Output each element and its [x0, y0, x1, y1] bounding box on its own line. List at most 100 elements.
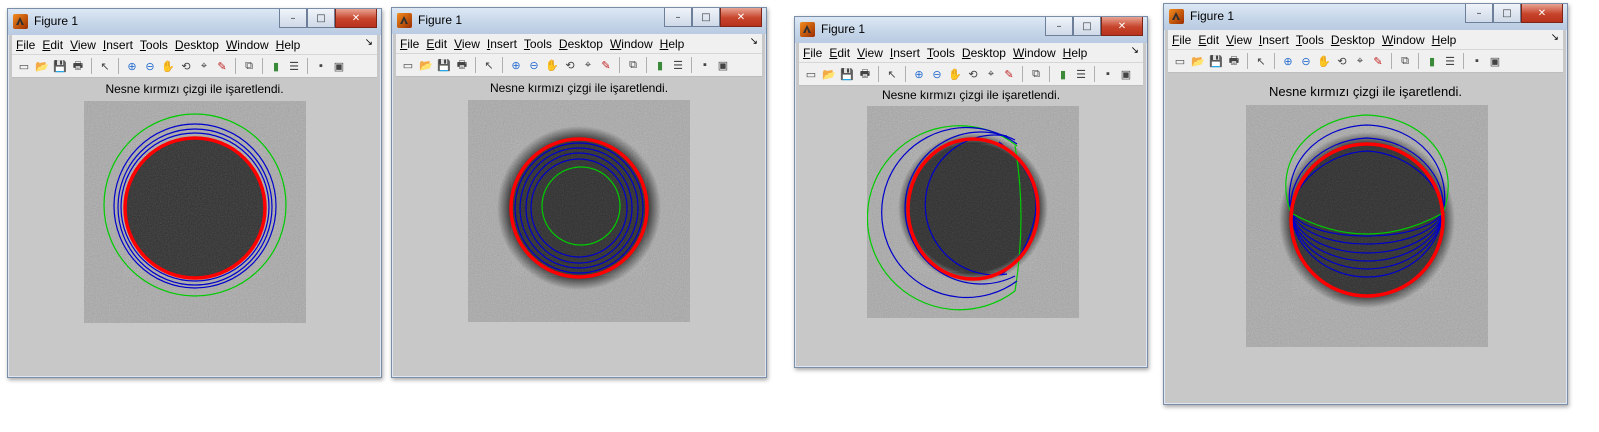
rotate-3d-icon[interactable]: ⟲ — [565, 59, 575, 72]
rotate-3d-icon[interactable]: ⟲ — [1337, 55, 1347, 68]
save-icon[interactable]: 💾 — [437, 59, 451, 72]
pan-hand-icon[interactable]: ✋ — [161, 60, 175, 73]
hide-plot-tools-icon[interactable]: ▪ — [703, 59, 707, 71]
zoom-out-icon[interactable]: ⊖ — [529, 59, 539, 72]
menu-edit[interactable]: Edit — [1198, 32, 1220, 47]
legend-icon[interactable]: ☰ — [1076, 68, 1086, 81]
menu-tools[interactable]: Tools — [523, 36, 552, 51]
minimize-button[interactable]: – — [664, 8, 692, 27]
menu-tools[interactable]: Tools — [139, 37, 168, 52]
maximize-button[interactable]: □ — [1493, 4, 1521, 23]
minimize-button[interactable]: – — [1045, 17, 1073, 36]
zoom-out-icon[interactable]: ⊖ — [145, 60, 155, 73]
link-plot-icon[interactable]: ⧉ — [245, 59, 253, 72]
hide-plot-tools-icon[interactable]: ▪ — [1106, 68, 1110, 80]
show-plot-tools-icon[interactable]: ▣ — [717, 59, 729, 72]
menu-insert[interactable]: Insert — [102, 37, 133, 52]
open-file-icon[interactable]: 📂 — [1191, 55, 1205, 68]
menu-view[interactable]: View — [1226, 32, 1252, 47]
data-cursor-icon[interactable]: ⌖ — [200, 59, 208, 72]
data-cursor-icon[interactable]: ⌖ — [987, 67, 995, 80]
menu-window[interactable]: Window — [1012, 45, 1056, 60]
open-file-icon[interactable]: 📂 — [822, 68, 836, 81]
data-cursor-icon[interactable]: ⌖ — [584, 58, 592, 71]
print-icon[interactable]: 🖶 — [72, 59, 84, 72]
close-button[interactable]: ✕ — [1521, 4, 1563, 23]
link-plot-icon[interactable]: ⧉ — [1401, 54, 1409, 67]
zoom-in-icon[interactable]: ⊕ — [511, 59, 521, 72]
select-arrow-icon[interactable]: ↖ — [484, 59, 494, 72]
colorbar-icon[interactable]: ▮ — [1428, 55, 1436, 68]
hide-plot-tools-icon[interactable]: ▪ — [319, 60, 323, 72]
rotate-3d-icon[interactable]: ⟲ — [181, 60, 191, 73]
select-arrow-icon[interactable]: ↖ — [887, 68, 897, 81]
brush-icon[interactable]: ✎ — [1004, 68, 1014, 81]
brush-icon[interactable]: ✎ — [217, 60, 227, 73]
zoom-in-icon[interactable]: ⊕ — [1283, 55, 1293, 68]
print-icon[interactable]: 🖶 — [456, 58, 468, 71]
zoom-out-icon[interactable]: ⊖ — [932, 68, 942, 81]
legend-icon[interactable]: ☰ — [289, 60, 299, 73]
maximize-button[interactable]: □ — [1073, 17, 1101, 36]
menu-file[interactable]: File — [16, 37, 36, 52]
menu-window[interactable]: Window — [609, 36, 653, 51]
menu-help[interactable]: Help — [275, 37, 301, 52]
print-icon[interactable]: 🖶 — [859, 67, 871, 80]
select-arrow-icon[interactable]: ↖ — [1256, 55, 1266, 68]
show-plot-tools-icon[interactable]: ▣ — [1120, 68, 1132, 81]
menu-insert[interactable]: Insert — [1258, 32, 1289, 47]
save-icon[interactable]: 💾 — [53, 60, 67, 73]
brush-icon[interactable]: ✎ — [1373, 55, 1383, 68]
data-cursor-icon[interactable]: ⌖ — [1356, 54, 1364, 67]
dock-arrow-icon[interactable]: ↘ — [749, 36, 758, 47]
pan-hand-icon[interactable]: ✋ — [545, 59, 559, 72]
legend-icon[interactable]: ☰ — [1445, 55, 1455, 68]
menu-help[interactable]: Help — [1062, 45, 1088, 60]
dock-arrow-icon[interactable]: ↘ — [1130, 45, 1139, 56]
menu-view[interactable]: View — [70, 37, 96, 52]
menu-desktop[interactable]: Desktop — [174, 37, 219, 52]
menu-insert[interactable]: Insert — [889, 45, 920, 60]
menu-edit[interactable]: Edit — [426, 36, 448, 51]
title-bar[interactable]: Figure 1 – □ ✕ — [392, 8, 766, 34]
minimize-button[interactable]: – — [1465, 4, 1493, 23]
zoom-in-icon[interactable]: ⊕ — [127, 60, 137, 73]
title-bar[interactable]: Figure 1 – □ ✕ — [1164, 4, 1567, 30]
zoom-in-icon[interactable]: ⊕ — [914, 68, 924, 81]
menu-edit[interactable]: Edit — [42, 37, 64, 52]
dock-arrow-icon[interactable]: ↘ — [364, 37, 373, 48]
colorbar-icon[interactable]: ▮ — [1059, 68, 1067, 81]
menu-help[interactable]: Help — [659, 36, 685, 51]
menu-view[interactable]: View — [454, 36, 480, 51]
menu-file[interactable]: File — [1172, 32, 1192, 47]
show-plot-tools-icon[interactable]: ▣ — [1489, 55, 1501, 68]
close-button[interactable]: ✕ — [720, 8, 762, 27]
link-plot-icon[interactable]: ⧉ — [629, 58, 637, 71]
menu-window[interactable]: Window — [1381, 32, 1425, 47]
menu-desktop[interactable]: Desktop — [558, 36, 603, 51]
save-icon[interactable]: 💾 — [840, 68, 854, 81]
colorbar-icon[interactable]: ▮ — [272, 60, 280, 73]
brush-icon[interactable]: ✎ — [601, 59, 611, 72]
menu-file[interactable]: File — [803, 45, 823, 60]
menu-window[interactable]: Window — [225, 37, 269, 52]
new-figure-icon[interactable]: ▭ — [1174, 55, 1186, 68]
zoom-out-icon[interactable]: ⊖ — [1301, 55, 1311, 68]
minimize-button[interactable]: – — [279, 9, 307, 28]
menu-edit[interactable]: Edit — [829, 45, 851, 60]
title-bar[interactable]: Figure 1 – □ ✕ — [795, 17, 1147, 43]
title-bar[interactable]: Figure 1 – □ ✕ — [8, 9, 381, 35]
print-icon[interactable]: 🖶 — [1228, 54, 1240, 67]
maximize-button[interactable]: □ — [307, 9, 335, 28]
rotate-3d-icon[interactable]: ⟲ — [968, 68, 978, 81]
pan-hand-icon[interactable]: ✋ — [948, 68, 962, 81]
save-icon[interactable]: 💾 — [1209, 55, 1223, 68]
open-file-icon[interactable]: 📂 — [419, 59, 433, 72]
open-file-icon[interactable]: 📂 — [35, 60, 49, 73]
select-arrow-icon[interactable]: ↖ — [100, 60, 110, 73]
menu-file[interactable]: File — [400, 36, 420, 51]
maximize-button[interactable]: □ — [692, 8, 720, 27]
new-figure-icon[interactable]: ▭ — [805, 68, 817, 81]
menu-view[interactable]: View — [857, 45, 883, 60]
colorbar-icon[interactable]: ▮ — [656, 59, 664, 72]
